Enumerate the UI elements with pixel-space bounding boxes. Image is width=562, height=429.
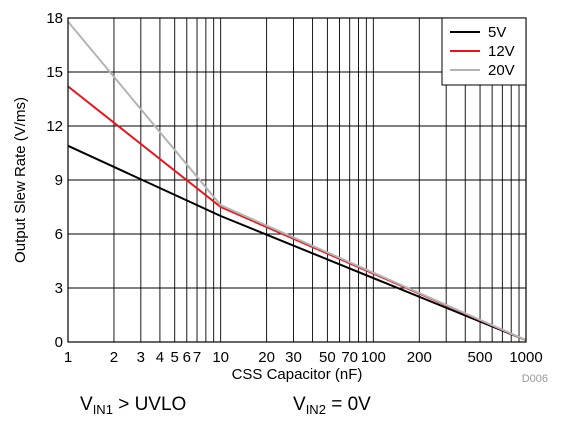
x-tick-label: 4: [156, 349, 164, 366]
series-line-12v: [67, 85, 527, 342]
plot-frame: [67, 17, 527, 343]
series-lines: [67, 20, 527, 342]
x-tick-label: 7: [193, 349, 201, 366]
vin2-value: = 0V: [325, 394, 371, 415]
y-tick-label: 3: [55, 280, 63, 297]
x-tick-label: 1000: [509, 349, 542, 366]
x-tick-label: 1: [64, 349, 72, 366]
y-tick-label: 6: [55, 226, 63, 243]
x-tick-label: 10: [212, 349, 229, 366]
series-line-5v: [67, 144, 527, 342]
slew-rate-chart: 1 2 3 4 5 6 7 10 20 30 50 70 100 200 500 1000 036912151…: [12, 10, 548, 385]
vin1-subscript: IN1: [92, 402, 113, 417]
x-tick-label: 2: [110, 349, 118, 366]
x-tick-label: 70: [341, 349, 358, 366]
y-tick-label: 0: [55, 334, 63, 351]
x-tick-label: 100: [361, 349, 386, 366]
legend: 5V 12V 20V: [441, 17, 527, 86]
y-tick-label: 9: [55, 172, 63, 189]
x-tick-label: 500: [468, 349, 493, 366]
vin1-symbol: V: [80, 394, 93, 415]
y-tick-labels: 0 3 6 9 12 15 18: [46, 10, 63, 351]
x-tick-label: 20: [258, 349, 275, 366]
y-tick-label: 15: [46, 64, 63, 81]
vin1-value: > UVLO: [112, 394, 187, 415]
x-tick-label: 30: [285, 349, 302, 366]
x-tick-label: 5: [171, 349, 179, 366]
y-tick-label: 12: [46, 118, 63, 135]
legend-label-5v: 5V: [488, 24, 506, 41]
x-tick-label: 3: [137, 349, 145, 366]
vin2-condition: VIN2 = 0V: [293, 394, 371, 417]
legend-label-20v: 20V: [488, 62, 515, 79]
vin1-condition: VIN1 > UVLO: [80, 394, 186, 417]
x-tick-labels: 1 2 3 4 5 6 7 10 20 30 50 70 100 200 500 1000: [64, 349, 543, 366]
series-line-20v: [67, 20, 527, 342]
legend-box: [441, 17, 527, 86]
vin2-symbol: V: [293, 394, 306, 415]
y-tick-label: 18: [46, 10, 63, 27]
y-axis-label: Output Slew Rate (V/ms): [12, 97, 29, 263]
grid-lines: [68, 18, 526, 342]
figure-id: D006: [522, 373, 548, 385]
vin2-subscript: IN2: [305, 402, 326, 417]
x-tick-label: 6: [183, 349, 191, 366]
x-tick-label: 200: [407, 349, 432, 366]
x-axis-label: CSS Capacitor (nF): [232, 366, 363, 383]
x-tick-label: 50: [319, 349, 336, 366]
legend-label-12v: 12V: [488, 43, 515, 60]
